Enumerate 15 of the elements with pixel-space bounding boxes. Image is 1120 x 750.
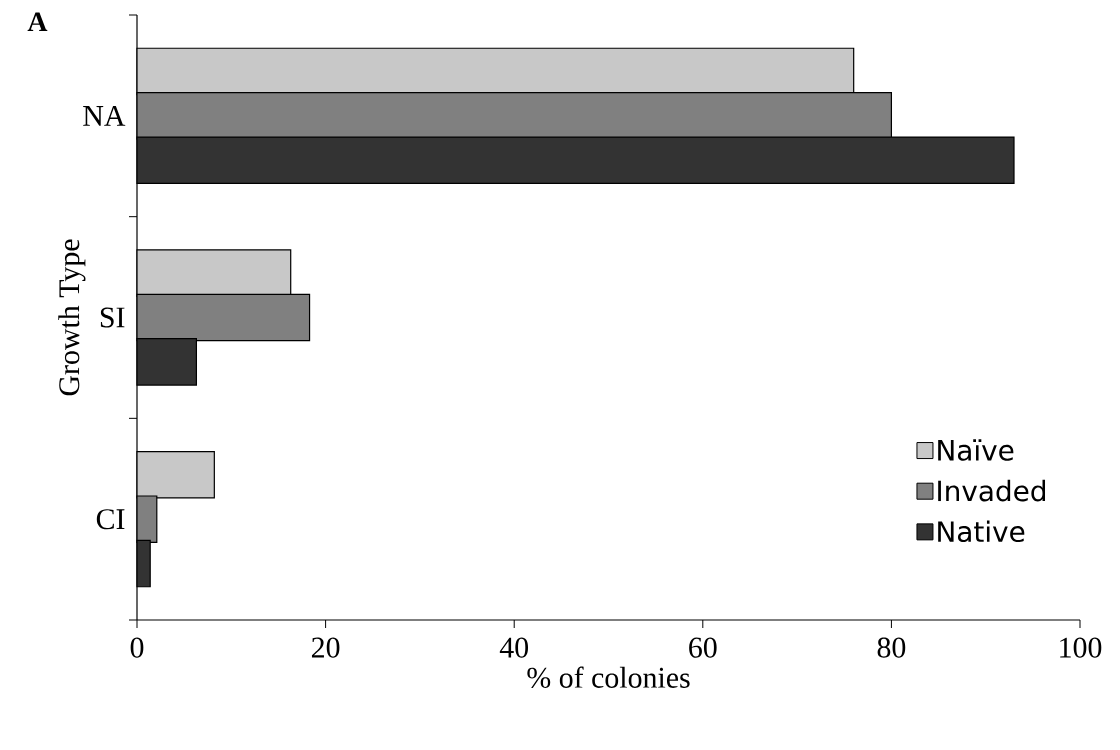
y-tick-label: SI (100, 307, 125, 328)
x-axis-title: % of colonies (527, 666, 690, 688)
legend-label: Native (938, 520, 1025, 543)
legend-label: Naïve (938, 439, 1014, 461)
x-tick-label: 80 (877, 637, 906, 658)
x-tick-label: 0 (130, 637, 144, 658)
x-tick-label: 40 (499, 637, 529, 658)
y-tick-label: CI (96, 509, 125, 530)
x-tick-label: 60 (689, 637, 717, 658)
legend-label: Invaded (938, 479, 1046, 502)
y-axis-title: Growth Type (58, 239, 86, 396)
x-tick-label: 100 (1060, 637, 1102, 658)
y-tick-label: NA (83, 105, 126, 126)
x-tick-label: 20 (311, 637, 340, 658)
chart-title: A (27, 12, 48, 31)
